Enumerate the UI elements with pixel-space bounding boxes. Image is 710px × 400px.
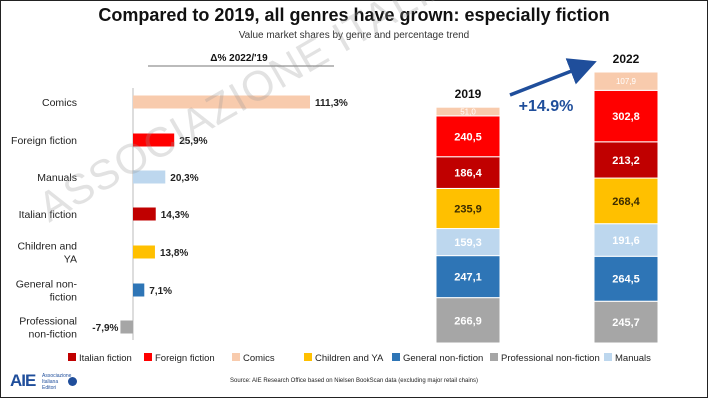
stack-value-label: 302,8	[612, 111, 640, 123]
stack-segment-manuals	[593, 223, 659, 257]
stack-segment-italian_fiction	[435, 156, 501, 189]
legend-label-manuals: Manuals	[615, 353, 651, 364]
delta-bar-italian_fiction	[133, 207, 156, 221]
stack-segment-professional_nonfiction	[593, 300, 659, 344]
stack-segment-italian_fiction	[593, 141, 659, 179]
legend-swatch-foreign_fiction	[144, 353, 152, 361]
legend-label-comics: Comics	[243, 353, 275, 364]
delta-value-label: 25,9%	[179, 136, 207, 147]
stack-value-label: 245,7	[612, 317, 640, 329]
delta-value-label: 14,3%	[161, 210, 189, 221]
delta-value-label: 111,3%	[315, 98, 348, 109]
source-note: Source: AIE Research Office based on Nie…	[229, 378, 479, 384]
delta-bar-children_ya	[133, 245, 155, 259]
delta-category-label: General non-	[16, 279, 78, 291]
legend-swatch-comics	[232, 353, 240, 361]
stack-segment-comics	[435, 106, 501, 117]
stack-segment-general_nonfiction	[593, 255, 659, 302]
stack-year-label: 2019	[455, 87, 482, 101]
logo-circle-icon	[68, 377, 77, 386]
chart-subtitle: Value market shares by genre and percent…	[238, 30, 470, 41]
logo-text: Associazione Italiana Editori	[42, 373, 72, 391]
growth-arrow-icon	[509, 58, 597, 97]
stack-value-label: 51,0	[460, 108, 476, 117]
growth-label: +14.9%	[519, 98, 574, 115]
delta-bar-comics	[133, 95, 310, 109]
delta-category-label: non-fiction	[29, 329, 78, 341]
stack-value-label: 235,9	[454, 203, 482, 215]
delta-category-label: YA	[64, 254, 77, 266]
delta-category-label: Manuals	[37, 172, 77, 184]
logo-mark: AIE	[10, 371, 36, 390]
legend-swatch-children_ya	[304, 353, 312, 361]
stack-value-label: 191,6	[612, 235, 640, 247]
stack-segment-children_ya	[435, 187, 501, 230]
stack-value-label: 264,5	[612, 274, 640, 286]
stack-year-label: 2022	[613, 52, 640, 66]
delta-value-label: 20,3%	[170, 173, 198, 184]
delta-category-label: Italian fiction	[19, 209, 78, 221]
delta-category-label: Professional	[19, 316, 77, 328]
stack-value-label: 186,4	[454, 168, 482, 180]
legend-label-foreign_fiction: Foreign fiction	[155, 353, 215, 364]
delta-bar-foreign_fiction	[133, 133, 175, 147]
legend-label-children_ya: Children and YA	[315, 353, 384, 364]
stack-value-label: 266,9	[454, 315, 482, 327]
aie-logo: AIE Associazione Italiana Editori	[10, 371, 100, 395]
delta-chart-title: Δ% 2022/'19	[210, 53, 268, 64]
legend-swatch-professional_nonfiction	[490, 353, 498, 361]
legend-swatch-manuals	[604, 353, 612, 361]
stack-segment-foreign_fiction	[435, 115, 501, 158]
delta-bar-professional_nonfiction	[120, 320, 133, 334]
delta-category-label: fiction	[50, 292, 78, 304]
legend-swatch-italian_fiction	[68, 353, 76, 361]
stack-segment-foreign_fiction	[593, 89, 659, 143]
delta-category-label: Foreign fiction	[11, 135, 77, 147]
delta-value-label: 7,1%	[149, 286, 172, 297]
stack-segment-children_ya	[593, 177, 659, 225]
chart-title: Compared to 2019, all genres have grown:…	[98, 5, 610, 25]
stack-value-label: 107,9	[616, 77, 637, 86]
stack-segment-manuals	[435, 228, 501, 257]
delta-bar-manuals	[133, 170, 166, 184]
delta-bar-general_nonfiction	[133, 283, 145, 297]
delta-value-label: -7,9%	[92, 323, 118, 334]
stack-value-label: 247,1	[454, 272, 482, 284]
stack-value-label: 268,4	[612, 196, 640, 208]
legend-swatch-general_nonfiction	[392, 353, 400, 361]
stack-value-label: 240,5	[454, 131, 482, 143]
legend-label-italian_fiction: Italian fiction	[79, 353, 132, 364]
legend-label-general_nonfiction: General non-fiction	[403, 353, 483, 364]
legend-label-professional_nonfiction: Professional non-fiction	[501, 353, 600, 364]
stack-value-label: 159,3	[454, 237, 482, 249]
stack-value-label: 213,2	[612, 155, 640, 167]
delta-category-label: Children and	[17, 241, 77, 253]
delta-category-label: Comics	[42, 97, 77, 109]
delta-value-label: 13,8%	[160, 248, 188, 259]
